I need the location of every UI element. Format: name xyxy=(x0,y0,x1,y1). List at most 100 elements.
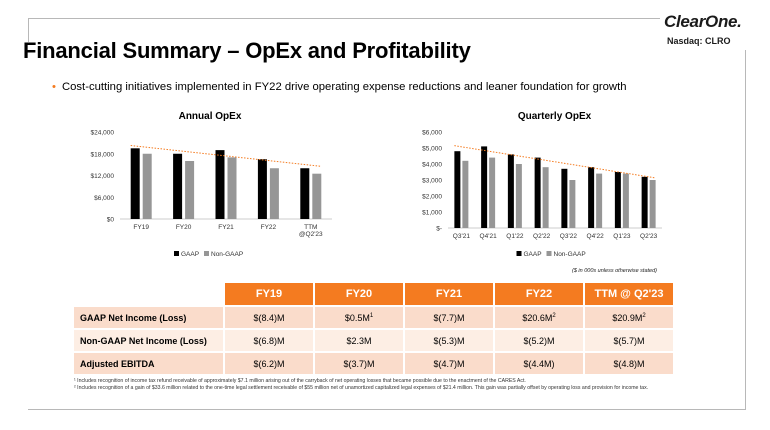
table-cell-value: $20.9M xyxy=(612,312,643,323)
y-tick-label: $18,000 xyxy=(91,151,115,158)
clearone-logo: ClearOne. xyxy=(664,12,742,31)
table-cell: $20.9M2 xyxy=(584,306,675,330)
x-tick-label: Q3'21 xyxy=(453,233,471,240)
table-cell: $(4.7)M xyxy=(404,352,495,376)
legend-label: Non-GAAP xyxy=(554,251,586,258)
legend-label: Non-GAAP xyxy=(211,251,243,258)
bullet-dot-icon: • xyxy=(52,81,56,93)
chart-title: Quarterly OpEx xyxy=(518,111,592,122)
bar-non-gaap-2 xyxy=(227,157,237,219)
slide-frame-right xyxy=(745,50,746,410)
table-header-blank xyxy=(74,283,225,307)
bullet-text: Cost-cutting initiatives implemented in … xyxy=(61,81,627,93)
bar-gaap-0 xyxy=(130,148,140,219)
x-tick-label: Q3'22 xyxy=(560,233,578,240)
bar-non-gaap-2 xyxy=(515,164,522,228)
bar-non-gaap-6 xyxy=(622,173,629,228)
table-cell: $(3.7)M xyxy=(314,352,405,376)
bar-gaap-1 xyxy=(481,146,488,228)
bar-gaap-5 xyxy=(588,167,595,228)
bar-non-gaap-4 xyxy=(569,180,576,228)
table-row: Non-GAAP Net Income (Loss) $(6.8)M $2.3M $(… xyxy=(74,329,675,353)
y-tick-label: $1,000 xyxy=(422,210,442,217)
table-header-cell: FY20 xyxy=(314,283,405,307)
bar-non-gaap-4 xyxy=(312,173,322,219)
x-tick-label: FY21 xyxy=(218,224,234,231)
table-header-cell: FY19 xyxy=(224,283,315,307)
table-row-label: GAAP Net Income (Loss) xyxy=(74,306,225,330)
bar-gaap-4 xyxy=(300,168,310,219)
units-note: ($ in 000s unless otherwise stated) xyxy=(572,268,657,274)
legend-label: GAAP xyxy=(181,251,199,258)
slide-frame-top xyxy=(28,18,660,19)
bar-gaap-3 xyxy=(257,159,267,219)
table-cell: $20.6M2 xyxy=(494,306,585,330)
table-cell-value: $(5.2)M xyxy=(523,335,555,346)
x-tick-label: Q4'22 xyxy=(587,233,605,240)
legend-swatch-non-gaap xyxy=(546,251,552,256)
slide-frame-left xyxy=(28,18,29,42)
table-cell: $(6.8)M xyxy=(224,329,315,353)
table-cell: $(7.7)M xyxy=(404,306,495,330)
table-row: GAAP Net Income (Loss) $(8.4)M $0.5M1 $(7.7… xyxy=(74,306,675,330)
bar-non-gaap-3 xyxy=(269,168,279,219)
y-tick-label: $3,000 xyxy=(422,178,442,185)
slide-title: Financial Summary – OpEx and Profitabili… xyxy=(23,38,471,63)
table-cell: $(8.4)M xyxy=(224,306,315,330)
chart-title: Annual OpEx xyxy=(179,111,242,122)
x-tick-label: FY19 xyxy=(133,224,149,231)
x-tick-label: Q2'22 xyxy=(533,233,551,240)
y-tick-label: $4,000 xyxy=(422,162,442,169)
y-tick-label: $6,000 xyxy=(422,130,442,137)
table-cell: $(4.8)M xyxy=(584,352,675,376)
bar-non-gaap-5 xyxy=(596,173,603,228)
y-tick-label: $2,000 xyxy=(422,194,442,201)
table-header-cell: FY22 xyxy=(494,283,585,307)
bar-non-gaap-1 xyxy=(185,161,195,219)
table-cell-value: $0.5M xyxy=(344,312,370,323)
legend-label: GAAP xyxy=(524,251,542,258)
legend-swatch-non-gaap xyxy=(204,251,209,256)
table-header-row: FY19 FY20 FY21 FY22 TTM @ Q2'23 xyxy=(74,283,675,307)
x-tick-label: Q1'22 xyxy=(506,233,524,240)
bar-non-gaap-7 xyxy=(649,180,656,228)
x-tick-label: Q2'23 xyxy=(640,233,658,240)
table-cell-value: $(5.7)M xyxy=(613,335,645,346)
table-cell: $(6.2)M xyxy=(224,352,315,376)
table-cell: $(5.2)M xyxy=(494,329,585,353)
bar-non-gaap-3 xyxy=(542,167,549,228)
footnote-marker: 2 xyxy=(552,312,556,319)
table-cell-value: $(4.8)M xyxy=(613,358,645,369)
y-tick-label: $6,000 xyxy=(94,195,114,202)
x-tick-label: @Q2'23 xyxy=(299,231,323,238)
table-cell-value: $(7.7)M xyxy=(433,312,465,323)
bar-gaap-1 xyxy=(173,153,183,219)
trendline xyxy=(454,145,656,179)
table-header-cell: FY21 xyxy=(404,283,495,307)
x-tick-label: FY22 xyxy=(261,224,277,231)
table-row-label: Adjusted EBITDA xyxy=(74,352,225,376)
x-tick-label: FY20 xyxy=(176,224,192,231)
table-cell: $(4.4M) xyxy=(494,352,585,376)
slide-frame-bottom xyxy=(28,409,746,410)
annual-opex-chart: Annual OpEx $0 $6,000 $12,000 $18,000 $24,000… xyxy=(91,111,332,258)
table-cell-value: $(6.8)M xyxy=(253,335,285,346)
x-tick-label: Q1'23 xyxy=(613,233,631,240)
table-cell: $2.3M xyxy=(314,329,405,353)
table-cell-value: $(3.7)M xyxy=(343,358,375,369)
footnotes: ¹ Includes recognition of income tax ref… xyxy=(74,378,714,392)
trendline xyxy=(130,145,322,167)
nasdaq-ticker: Nasdaq: CLRO xyxy=(667,36,731,46)
table-cell: $(5.7)M xyxy=(584,329,675,353)
table-cell-value: $20.6M xyxy=(522,312,553,323)
table-cell-value: $(6.2)M xyxy=(253,358,285,369)
y-tick-label: $24,000 xyxy=(91,130,115,137)
y-tick-label: $0 xyxy=(107,217,115,224)
bar-non-gaap-0 xyxy=(462,160,469,228)
table-cell-value: $(8.4)M xyxy=(253,312,285,323)
table-header-cell: TTM @ Q2'23 xyxy=(584,283,675,307)
footnote-marker: 2 xyxy=(642,312,646,319)
y-tick-label: $12,000 xyxy=(91,173,115,180)
bar-gaap-4 xyxy=(561,168,568,228)
table-cell-value: $(4.7)M xyxy=(433,358,465,369)
